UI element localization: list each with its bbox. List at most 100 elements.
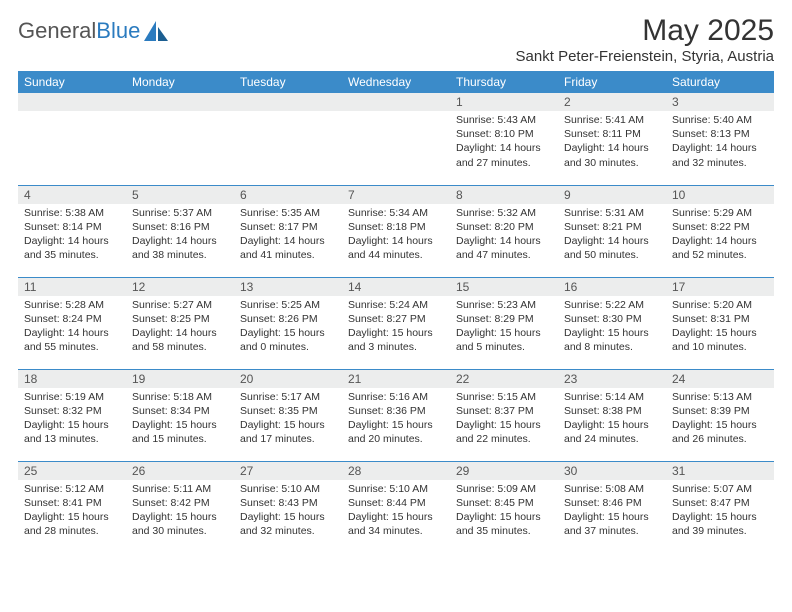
- calendar-week: 25Sunrise: 5:12 AMSunset: 8:41 PMDayligh…: [18, 461, 774, 553]
- day-number: 1: [450, 93, 558, 111]
- calendar-cell: 11Sunrise: 5:28 AMSunset: 8:24 PMDayligh…: [18, 277, 126, 369]
- day-details: Sunrise: 5:41 AMSunset: 8:11 PMDaylight:…: [558, 111, 666, 174]
- day-number: 12: [126, 278, 234, 296]
- daylight-text: Daylight: 15 hours and 8 minutes.: [564, 326, 660, 354]
- sunset-text: Sunset: 8:44 PM: [348, 496, 444, 510]
- sunrise-text: Sunrise: 5:14 AM: [564, 390, 660, 404]
- sunset-text: Sunset: 8:17 PM: [240, 220, 336, 234]
- day-details: Sunrise: 5:34 AMSunset: 8:18 PMDaylight:…: [342, 204, 450, 267]
- calendar-cell: 9Sunrise: 5:31 AMSunset: 8:21 PMDaylight…: [558, 185, 666, 277]
- sunset-text: Sunset: 8:32 PM: [24, 404, 120, 418]
- calendar-cell: [18, 93, 126, 185]
- day-details: Sunrise: 5:07 AMSunset: 8:47 PMDaylight:…: [666, 480, 774, 543]
- sunset-text: Sunset: 8:27 PM: [348, 312, 444, 326]
- day-number: 25: [18, 462, 126, 480]
- day-details: Sunrise: 5:18 AMSunset: 8:34 PMDaylight:…: [126, 388, 234, 451]
- sunrise-text: Sunrise: 5:12 AM: [24, 482, 120, 496]
- day-number: 31: [666, 462, 774, 480]
- day-number: 8: [450, 186, 558, 204]
- calendar-cell: 2Sunrise: 5:41 AMSunset: 8:11 PMDaylight…: [558, 93, 666, 185]
- daylight-text: Daylight: 14 hours and 52 minutes.: [672, 234, 768, 262]
- sunrise-text: Sunrise: 5:19 AM: [24, 390, 120, 404]
- day-details: Sunrise: 5:25 AMSunset: 8:26 PMDaylight:…: [234, 296, 342, 359]
- day-number: 28: [342, 462, 450, 480]
- daylight-text: Daylight: 15 hours and 0 minutes.: [240, 326, 336, 354]
- dayname-sun: Sunday: [18, 71, 126, 93]
- day-number: 22: [450, 370, 558, 388]
- calendar-page: GeneralBlue May 2025 Sankt Peter-Freiens…: [0, 0, 792, 565]
- sunset-text: Sunset: 8:42 PM: [132, 496, 228, 510]
- calendar-cell: 19Sunrise: 5:18 AMSunset: 8:34 PMDayligh…: [126, 369, 234, 461]
- sunrise-text: Sunrise: 5:13 AM: [672, 390, 768, 404]
- day-details: Sunrise: 5:27 AMSunset: 8:25 PMDaylight:…: [126, 296, 234, 359]
- day-details: Sunrise: 5:38 AMSunset: 8:14 PMDaylight:…: [18, 204, 126, 267]
- day-number: 9: [558, 186, 666, 204]
- daylight-text: Daylight: 15 hours and 22 minutes.: [456, 418, 552, 446]
- day-number: 2: [558, 93, 666, 111]
- sunset-text: Sunset: 8:47 PM: [672, 496, 768, 510]
- calendar-cell: [342, 93, 450, 185]
- sunrise-text: Sunrise: 5:20 AM: [672, 298, 768, 312]
- sunset-text: Sunset: 8:34 PM: [132, 404, 228, 418]
- dayname-wed: Wednesday: [342, 71, 450, 93]
- day-number: 20: [234, 370, 342, 388]
- sunset-text: Sunset: 8:38 PM: [564, 404, 660, 418]
- day-number: 16: [558, 278, 666, 296]
- calendar-cell: 6Sunrise: 5:35 AMSunset: 8:17 PMDaylight…: [234, 185, 342, 277]
- day-details: Sunrise: 5:10 AMSunset: 8:44 PMDaylight:…: [342, 480, 450, 543]
- sunrise-text: Sunrise: 5:41 AM: [564, 113, 660, 127]
- sunrise-text: Sunrise: 5:25 AM: [240, 298, 336, 312]
- daylight-text: Daylight: 15 hours and 10 minutes.: [672, 326, 768, 354]
- day-number: 7: [342, 186, 450, 204]
- calendar-week: 1Sunrise: 5:43 AMSunset: 8:10 PMDaylight…: [18, 93, 774, 185]
- day-details: Sunrise: 5:37 AMSunset: 8:16 PMDaylight:…: [126, 204, 234, 267]
- day-details: Sunrise: 5:19 AMSunset: 8:32 PMDaylight:…: [18, 388, 126, 451]
- logo-sail-icon: [144, 21, 170, 41]
- calendar-week: 11Sunrise: 5:28 AMSunset: 8:24 PMDayligh…: [18, 277, 774, 369]
- sunrise-text: Sunrise: 5:15 AM: [456, 390, 552, 404]
- calendar-cell: 18Sunrise: 5:19 AMSunset: 8:32 PMDayligh…: [18, 369, 126, 461]
- day-details: Sunrise: 5:35 AMSunset: 8:17 PMDaylight:…: [234, 204, 342, 267]
- daylight-text: Daylight: 15 hours and 30 minutes.: [132, 510, 228, 538]
- day-details: Sunrise: 5:13 AMSunset: 8:39 PMDaylight:…: [666, 388, 774, 451]
- calendar-cell: [126, 93, 234, 185]
- sunrise-text: Sunrise: 5:10 AM: [348, 482, 444, 496]
- calendar-cell: 29Sunrise: 5:09 AMSunset: 8:45 PMDayligh…: [450, 461, 558, 553]
- daylight-text: Daylight: 14 hours and 30 minutes.: [564, 141, 660, 169]
- day-number: 26: [126, 462, 234, 480]
- calendar-cell: 21Sunrise: 5:16 AMSunset: 8:36 PMDayligh…: [342, 369, 450, 461]
- sunset-text: Sunset: 8:26 PM: [240, 312, 336, 326]
- day-number: [234, 93, 342, 111]
- dayname-fri: Friday: [558, 71, 666, 93]
- day-number: 6: [234, 186, 342, 204]
- day-number: 24: [666, 370, 774, 388]
- sunset-text: Sunset: 8:41 PM: [24, 496, 120, 510]
- dayname-tue: Tuesday: [234, 71, 342, 93]
- day-number: 21: [342, 370, 450, 388]
- day-details: Sunrise: 5:43 AMSunset: 8:10 PMDaylight:…: [450, 111, 558, 174]
- dayname-thu: Thursday: [450, 71, 558, 93]
- daylight-text: Daylight: 15 hours and 13 minutes.: [24, 418, 120, 446]
- calendar-cell: 7Sunrise: 5:34 AMSunset: 8:18 PMDaylight…: [342, 185, 450, 277]
- daylight-text: Daylight: 14 hours and 35 minutes.: [24, 234, 120, 262]
- day-details: Sunrise: 5:10 AMSunset: 8:43 PMDaylight:…: [234, 480, 342, 543]
- daylight-text: Daylight: 15 hours and 28 minutes.: [24, 510, 120, 538]
- sunrise-text: Sunrise: 5:31 AM: [564, 206, 660, 220]
- daylight-text: Daylight: 15 hours and 39 minutes.: [672, 510, 768, 538]
- calendar-cell: 31Sunrise: 5:07 AMSunset: 8:47 PMDayligh…: [666, 461, 774, 553]
- sunset-text: Sunset: 8:11 PM: [564, 127, 660, 141]
- day-details: Sunrise: 5:31 AMSunset: 8:21 PMDaylight:…: [558, 204, 666, 267]
- daylight-text: Daylight: 14 hours and 58 minutes.: [132, 326, 228, 354]
- sunset-text: Sunset: 8:46 PM: [564, 496, 660, 510]
- day-number: [18, 93, 126, 111]
- sunrise-text: Sunrise: 5:34 AM: [348, 206, 444, 220]
- calendar-cell: 24Sunrise: 5:13 AMSunset: 8:39 PMDayligh…: [666, 369, 774, 461]
- day-number: 19: [126, 370, 234, 388]
- calendar-cell: 12Sunrise: 5:27 AMSunset: 8:25 PMDayligh…: [126, 277, 234, 369]
- dayname-sat: Saturday: [666, 71, 774, 93]
- calendar-cell: 8Sunrise: 5:32 AMSunset: 8:20 PMDaylight…: [450, 185, 558, 277]
- day-details: Sunrise: 5:12 AMSunset: 8:41 PMDaylight:…: [18, 480, 126, 543]
- sunset-text: Sunset: 8:39 PM: [672, 404, 768, 418]
- daylight-text: Daylight: 15 hours and 15 minutes.: [132, 418, 228, 446]
- calendar-cell: 13Sunrise: 5:25 AMSunset: 8:26 PMDayligh…: [234, 277, 342, 369]
